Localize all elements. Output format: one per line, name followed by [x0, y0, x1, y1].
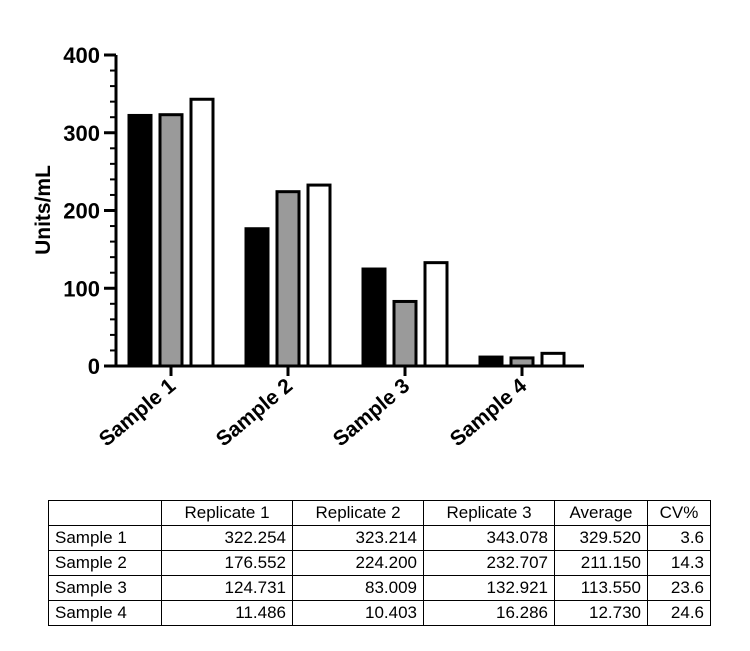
table-cell: 329.520 [554, 525, 648, 551]
table-header-cell: Replicate 1 [161, 500, 293, 526]
y-axis: 0 100 200 300 400 [63, 43, 118, 379]
table-row-label: Sample 1 [48, 525, 162, 551]
bar [361, 267, 387, 368]
table-row: Sample 4 11.486 10.403 16.286 12.730 24.… [48, 600, 711, 626]
table-cell: 176.552 [161, 550, 293, 576]
bar [509, 356, 535, 368]
table-cell: 343.078 [423, 525, 555, 551]
x-tick-label: Sample 1 [95, 374, 181, 451]
table-cell: 113.550 [554, 575, 648, 601]
bar [244, 227, 270, 368]
table-header-cell: CV% [647, 500, 711, 526]
y-tick-label: 200 [63, 199, 100, 224]
bar [158, 113, 184, 368]
y-tick-label: 400 [63, 43, 100, 68]
x-tick-label: Sample 3 [329, 374, 414, 451]
bar [478, 355, 504, 368]
table-header-corner [48, 500, 162, 526]
table-header-cell: Replicate 3 [423, 500, 555, 526]
table-cell: 14.3 [647, 550, 711, 576]
table-row: Sample 2 176.552 224.200 232.707 211.150… [48, 550, 711, 576]
table-cell: 124.731 [161, 575, 293, 601]
table-cell: 322.254 [161, 525, 293, 551]
table-cell: 211.150 [554, 550, 648, 576]
table-cell: 83.009 [292, 575, 424, 601]
table-cell: 3.6 [647, 525, 711, 551]
table-header-cell: Average [554, 500, 648, 526]
y-tick-label: 300 [63, 121, 100, 146]
bar [189, 97, 215, 368]
bar [306, 183, 332, 368]
table-cell: 323.214 [292, 525, 424, 551]
bar [540, 351, 566, 368]
bar [275, 190, 301, 368]
table-cell: 10.403 [292, 600, 424, 626]
table-cell: 23.6 [647, 575, 711, 601]
table-cell: 16.286 [423, 600, 555, 626]
table-header-cell: Replicate 2 [292, 500, 424, 526]
table-row-label: Sample 3 [48, 575, 162, 601]
table-row-label: Sample 4 [48, 600, 162, 626]
table-cell: 11.486 [161, 600, 293, 626]
table-row-label: Sample 2 [48, 550, 162, 576]
y-tick-label: 100 [63, 276, 100, 301]
table-cell: 24.6 [647, 600, 711, 626]
table-cell: 232.707 [423, 550, 555, 576]
y-axis-title: Units/mL [32, 165, 55, 255]
bar [392, 299, 418, 368]
table-cell: 224.200 [292, 550, 424, 576]
table-row: Sample 1 322.254 323.214 343.078 329.520… [48, 525, 711, 551]
data-table: Replicate 1 Replicate 2 Replicate 3 Aver… [48, 500, 711, 626]
x-axis: Sample 1 Sample 2 Sample 3 Sample 4 [95, 364, 584, 451]
bars [127, 97, 566, 368]
table-cell: 12.730 [554, 600, 648, 626]
bar [127, 113, 153, 368]
x-tick-label: Sample 4 [446, 374, 532, 451]
table-cell: 132.921 [423, 575, 555, 601]
table-header-row: Replicate 1 Replicate 2 Replicate 3 Aver… [48, 500, 711, 526]
bar [423, 261, 449, 368]
x-tick-label: Sample 2 [212, 374, 297, 451]
y-tick-label: 0 [88, 354, 100, 379]
table-row: Sample 3 124.731 83.009 132.921 113.550 … [48, 575, 711, 601]
